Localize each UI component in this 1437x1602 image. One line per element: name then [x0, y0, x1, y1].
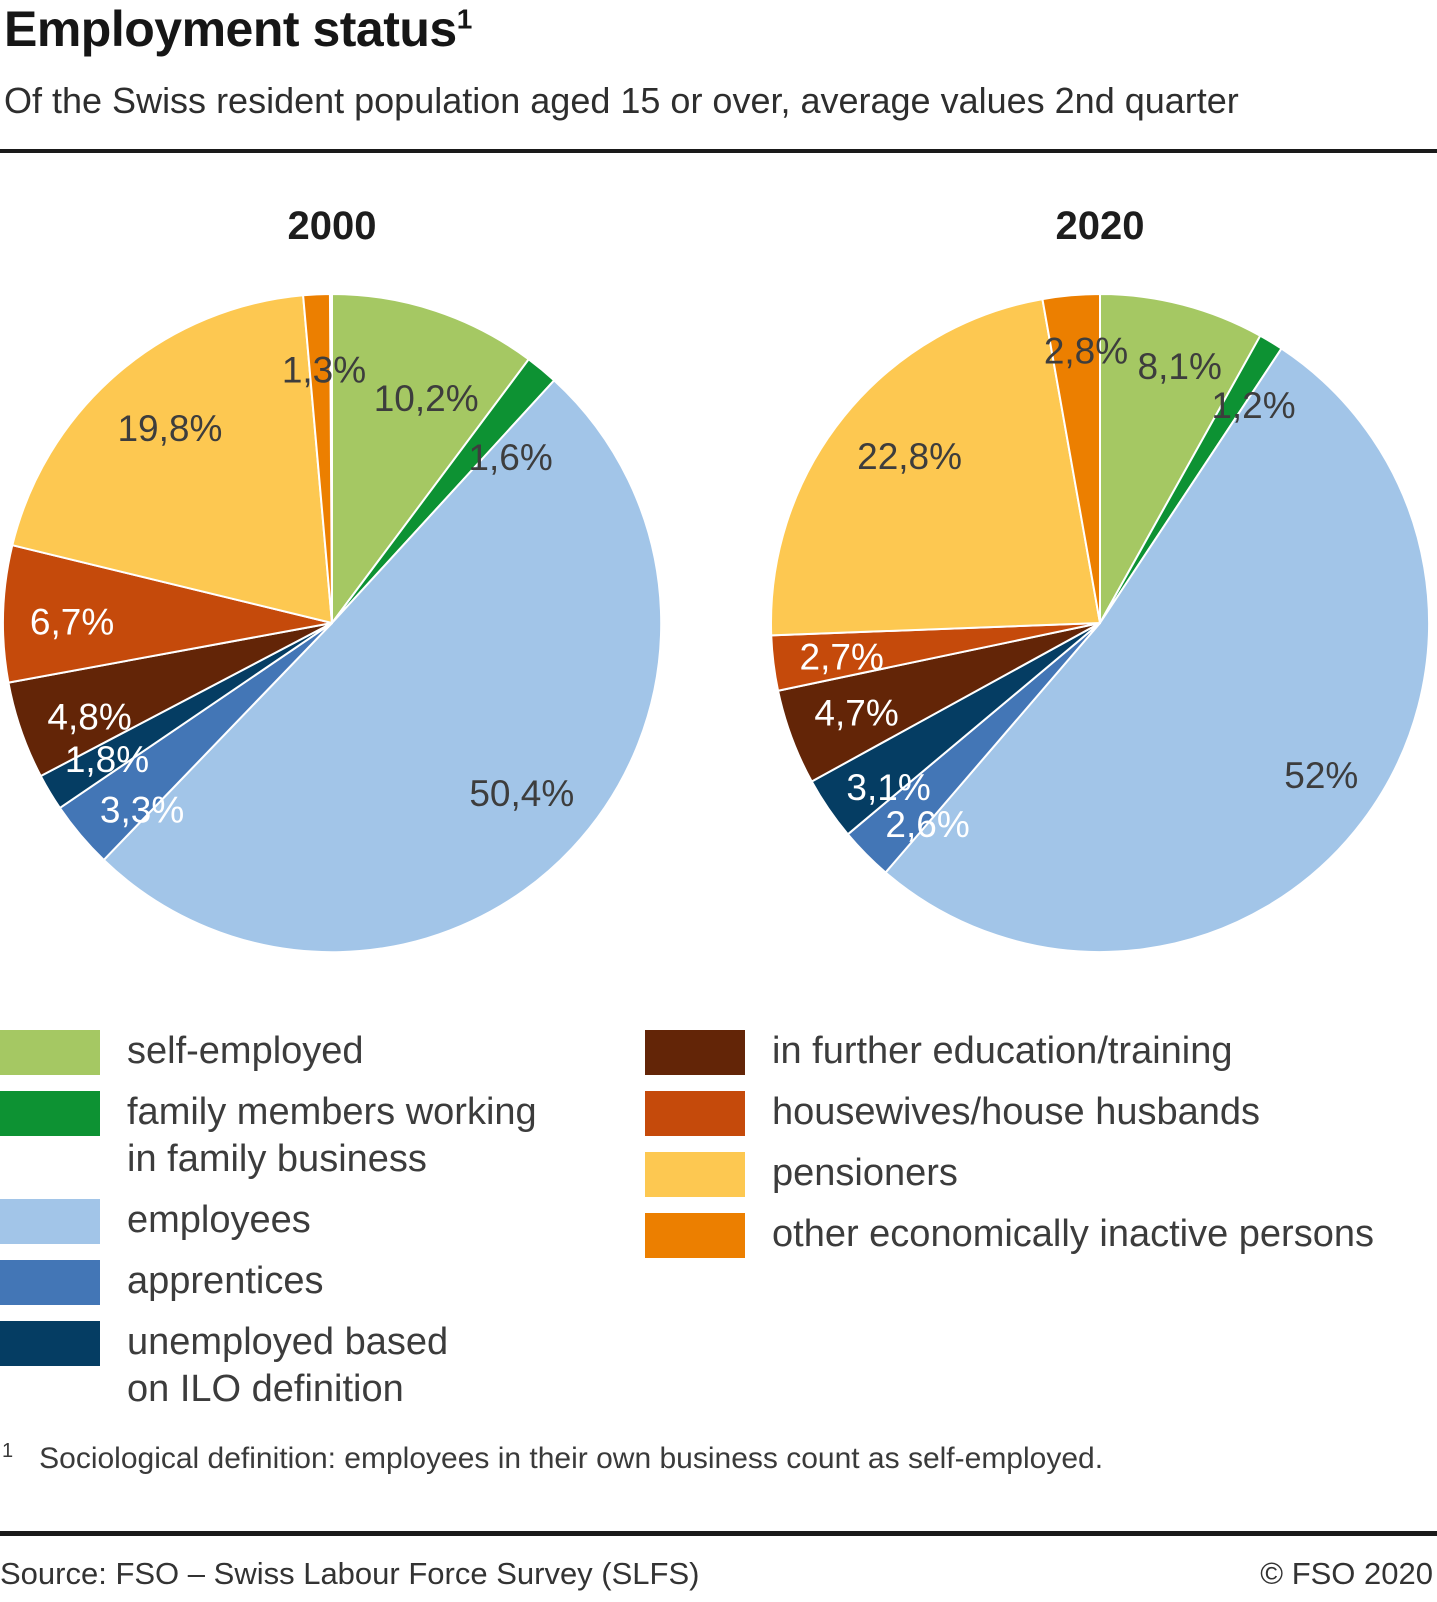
- pie-label-2000-8: 1,3%: [282, 349, 366, 390]
- pie-slice-2020-8: [1041, 293, 1101, 624]
- pie-label-2020-1: 1,2%: [1211, 385, 1295, 426]
- legend-item: housewives/house husbands: [645, 1089, 1374, 1136]
- legend-label: in further education/training: [772, 1028, 1233, 1075]
- legend-item: unemployed based on ILO definition: [0, 1319, 537, 1413]
- pie-slice-2020-0: [1099, 293, 1262, 624]
- pie-label-2000-6: 6,7%: [30, 602, 114, 643]
- legend-item: self-employed: [0, 1028, 537, 1075]
- legend-label-line: in further education/training: [772, 1030, 1233, 1072]
- legend-label: family members working in family business: [127, 1089, 537, 1183]
- pie-label-2000-2: 50,4%: [469, 773, 574, 814]
- legend-label: pensioners: [772, 1150, 958, 1197]
- subtitle: Of the Swiss resident population aged 15…: [4, 80, 1239, 121]
- copyright-text: © FSO 2020: [1260, 1556, 1433, 1591]
- page-title-text: Employment status: [4, 1, 457, 57]
- legend-label: housewives/house husbands: [772, 1089, 1260, 1136]
- footer-divider: [0, 1531, 1437, 1536]
- legend-label-line: self-employed: [127, 1030, 364, 1072]
- legend-swatch: [0, 1030, 100, 1075]
- legend-column-right: in further education/training housewives/…: [645, 1028, 1374, 1272]
- legend-label-line: employees: [127, 1199, 311, 1241]
- pie-label-2000-4: 1,8%: [65, 739, 149, 780]
- footnote-text: Sociological definition: employees in th…: [39, 1442, 1104, 1475]
- chart-year-label-2020: 2020: [1055, 204, 1145, 248]
- pie-label-2000-7: 19,8%: [117, 408, 222, 449]
- pie-label-2000-5: 4,8%: [47, 696, 131, 737]
- chart-year-label-2000: 2000: [287, 204, 377, 248]
- pie-slice-2020-2: [884, 347, 1431, 953]
- legend-label: unemployed based on ILO definition: [127, 1319, 448, 1413]
- pie-label-2020-0: 8,1%: [1138, 346, 1222, 387]
- pie-label-2020-6: 2,7%: [800, 637, 884, 678]
- pie-label-2020-7: 22,8%: [857, 436, 962, 477]
- pie-slice-2000-7: [11, 294, 333, 624]
- pie-chart-2020: 8,1%1,2% 52% 2,6%3,1% 4,7% 2,7% 22,8% 2,8%: [770, 293, 1431, 953]
- legend-swatch: [0, 1199, 100, 1244]
- legend-item: family members working in family business: [0, 1089, 537, 1183]
- pie-label-2000-3: 3,3%: [100, 789, 184, 830]
- legend-item: pensioners: [645, 1150, 1374, 1197]
- pie-slice-2000-6: [2, 544, 333, 684]
- pie-slice-2020-7: [770, 298, 1101, 637]
- legend-label-line: housewives/house husbands: [772, 1091, 1261, 1133]
- pie-slice-2000-2: [102, 379, 663, 954]
- legend-swatch: [645, 1152, 745, 1197]
- pie-label-2020-5: 4,7%: [814, 693, 898, 734]
- legend-label: apprentices: [127, 1258, 323, 1305]
- legend-label: self-employed: [127, 1028, 364, 1075]
- legend-swatch: [0, 1260, 100, 1305]
- footer: Source: FSO – Swiss Labour Force Survey …: [0, 1556, 1433, 1592]
- legend-item: apprentices: [0, 1258, 537, 1305]
- legend-swatch: [0, 1321, 100, 1366]
- legend-label-line: apprentices: [127, 1260, 324, 1302]
- legend-swatch: [645, 1030, 745, 1075]
- pie-label-2020-4: 3,1%: [846, 767, 930, 808]
- pie-label-2000-0: 10,2%: [374, 378, 479, 419]
- legend-label-line: other economically inactive persons: [772, 1213, 1374, 1255]
- source-text: Source: FSO – Swiss Labour Force Survey …: [0, 1556, 700, 1591]
- legend-swatch: [0, 1091, 100, 1136]
- title-footnote-marker: 1: [456, 3, 473, 35]
- pie-label-2020-8: 2,8%: [1044, 330, 1128, 371]
- pie-slice-2000-8: [302, 293, 333, 624]
- pie-slice-2000-0: [331, 293, 530, 624]
- header-divider: [0, 149, 1437, 153]
- legend-label-line: unemployed based: [127, 1321, 449, 1363]
- legend-label: other economically inactive persons: [772, 1211, 1374, 1258]
- legend-item: employees: [0, 1197, 537, 1244]
- pie-label-2020-3: 2,6%: [885, 804, 969, 845]
- legend-column-left: self-employed family members working in fa…: [0, 1028, 537, 1427]
- legend-item: in further education/training: [645, 1028, 1374, 1075]
- footnote-marker: 1: [2, 1440, 14, 1462]
- legend-label-line: pensioners: [772, 1152, 958, 1194]
- pie-label-2000-1: 1,6%: [468, 437, 552, 478]
- pie-chart-2000: 10,2% 1,6% 50,4% 3,3% 1,8%4,8% 6,7% 19,8% 1,3%: [2, 293, 663, 954]
- legend-swatch: [645, 1213, 745, 1258]
- legend-item: other economically inactive persons: [645, 1211, 1374, 1258]
- legend-label: employees: [127, 1197, 311, 1244]
- legend-swatch: [645, 1091, 745, 1136]
- footnote: 1 Sociological definition: employees in t…: [2, 1440, 1104, 1476]
- pie-label-2020-2: 52%: [1284, 755, 1358, 796]
- legend-label-line: in family business: [127, 1138, 427, 1180]
- legend-label-line: family members working: [127, 1091, 537, 1133]
- page-title: Employment status1: [4, 0, 472, 58]
- legend-label-line: on ILO definition: [127, 1368, 404, 1410]
